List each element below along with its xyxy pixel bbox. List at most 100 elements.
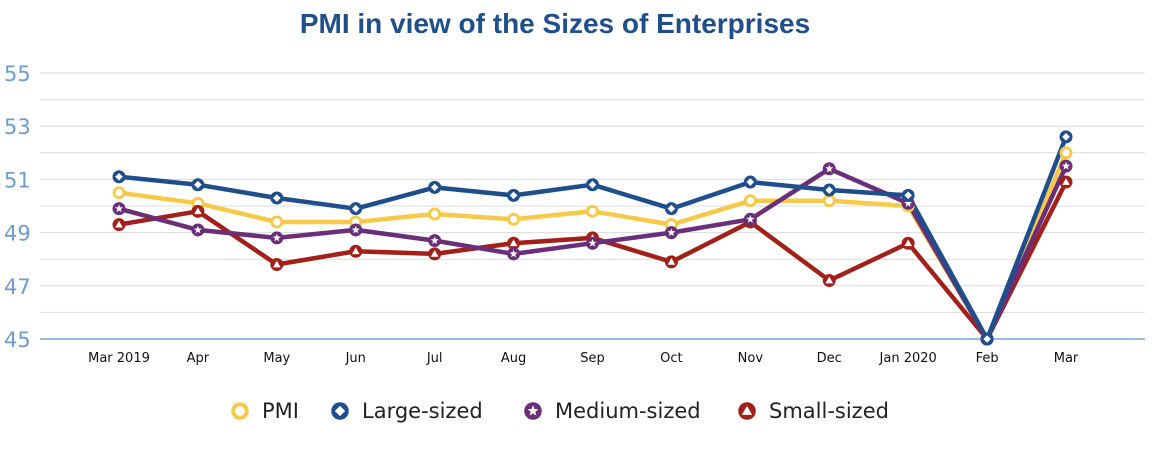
point-large-sized-glyph: [273, 194, 281, 202]
x-tick-label: Mar: [1054, 351, 1079, 366]
point-small-sized: [507, 236, 521, 250]
legend-label-large-sized: Large-sized: [362, 399, 483, 423]
point-medium-sized: [664, 226, 678, 240]
y-tick-label: 53: [4, 115, 31, 139]
legend-marker-large-sized: [331, 402, 349, 420]
point-small-sized-glyph: [115, 220, 123, 228]
point-pmi: [428, 207, 442, 221]
point-medium-sized: [270, 231, 284, 245]
point-pmi-glyph: [1062, 149, 1070, 157]
point-medium-sized-glyph: [825, 164, 834, 173]
point-pmi: [743, 194, 757, 208]
point-medium-sized-glyph: [272, 233, 281, 242]
point-small-sized: [428, 247, 442, 261]
point-large-sized: [901, 188, 915, 202]
point-small-sized-glyph: [667, 258, 676, 265]
legend-marker-small-sized-glyph: [741, 405, 753, 415]
legend-item-pmi: PMI: [231, 399, 299, 423]
point-medium-sized: [743, 212, 757, 226]
point-pmi-glyph: [431, 210, 439, 218]
point-large-sized: [428, 180, 442, 194]
point-small-sized: [901, 236, 915, 250]
point-large-sized-glyph: [667, 204, 676, 213]
x-tick-label: Feb: [976, 351, 999, 366]
point-pmi: [507, 212, 521, 226]
point-pmi: [112, 186, 126, 200]
point-small-sized-glyph: [904, 239, 912, 247]
point-large-sized: [270, 191, 284, 205]
point-large-sized: [743, 175, 757, 189]
y-tick-label: 51: [4, 168, 31, 192]
point-medium-sized: [191, 223, 205, 237]
y-tick-label: 55: [4, 62, 31, 86]
point-pmi-glyph: [273, 218, 281, 226]
point-large-sized-glyph: [746, 178, 755, 186]
point-medium-sized: [507, 247, 521, 261]
point-pmi-glyph: [588, 207, 597, 215]
point-large-sized-glyph: [588, 180, 597, 189]
point-large-sized-glyph: [194, 180, 202, 189]
point-large-sized-glyph: [904, 191, 912, 200]
x-tick-label: Sep: [580, 351, 605, 366]
point-pmi: [1059, 146, 1073, 160]
point-large-sized-glyph: [509, 191, 518, 200]
point-medium-sized-glyph: [588, 239, 597, 247]
point-medium-sized-glyph: [667, 228, 676, 236]
chart-title: PMI in view of the Sizes of Enterprises: [299, 8, 811, 39]
point-medium-sized-glyph: [351, 225, 360, 234]
y-tick-label: 49: [4, 222, 31, 246]
legend-item-large-sized: Large-sized: [331, 399, 483, 423]
legend-marker-medium-sized: [524, 402, 542, 420]
point-large-sized: [586, 178, 599, 192]
point-large-sized: [664, 202, 678, 216]
point-medium-sized: [349, 223, 363, 237]
point-large-sized: [191, 178, 205, 192]
point-medium-sized-glyph: [746, 215, 755, 223]
point-large-sized-glyph: [430, 183, 439, 192]
x-tick-label: Mar 2019: [88, 351, 150, 366]
point-medium-sized: [112, 202, 126, 216]
point-medium-sized-glyph: [430, 236, 439, 244]
point-small-sized: [191, 204, 205, 218]
point-large-sized: [822, 183, 836, 197]
point-pmi-glyph: [509, 215, 518, 223]
legend-marker-small-sized: [738, 402, 756, 420]
legend-marker-medium-sized-glyph: [527, 405, 539, 416]
legend-label-pmi: PMI: [262, 399, 299, 423]
x-tick-label: Aug: [501, 351, 526, 366]
point-medium-sized: [586, 236, 599, 250]
point-small-sized: [270, 258, 284, 272]
x-tick-label: Jul: [426, 351, 443, 366]
legend-marker-pmi: [231, 402, 249, 420]
point-small-sized: [349, 244, 363, 258]
point-small-sized-glyph: [430, 250, 439, 257]
point-pmi-glyph: [746, 197, 754, 205]
y-tick-label: 45: [4, 328, 31, 352]
point-small-sized: [112, 218, 126, 232]
point-medium-sized-glyph: [115, 204, 123, 213]
x-tick-label: Jun: [345, 351, 366, 366]
point-pmi-glyph: [825, 197, 833, 205]
point-pmi: [270, 215, 284, 229]
point-medium-sized-glyph: [193, 225, 202, 234]
point-small-sized-glyph: [351, 247, 360, 255]
point-large-sized: [349, 202, 363, 216]
point-pmi: [822, 194, 836, 208]
point-large-sized: [507, 188, 521, 202]
y-tick-label: 47: [4, 275, 31, 299]
point-medium-sized-glyph: [509, 249, 518, 258]
legend-marker-large-sized-glyph: [334, 405, 346, 417]
point-large-sized: [980, 332, 994, 346]
point-small-sized-glyph: [509, 239, 518, 247]
point-large-sized-glyph: [351, 204, 360, 213]
point-small-sized: [664, 255, 678, 269]
x-tick-label: Nov: [738, 351, 764, 366]
point-medium-sized-glyph: [1062, 161, 1070, 170]
point-pmi: [586, 204, 599, 218]
legend-item-small-sized: Small-sized: [738, 399, 889, 423]
point-large-sized-glyph: [115, 172, 123, 181]
point-medium-sized-glyph: [904, 199, 913, 207]
point-medium-sized: [822, 162, 836, 176]
point-small-sized-glyph: [273, 260, 281, 268]
x-tick-label: Dec: [817, 351, 842, 366]
